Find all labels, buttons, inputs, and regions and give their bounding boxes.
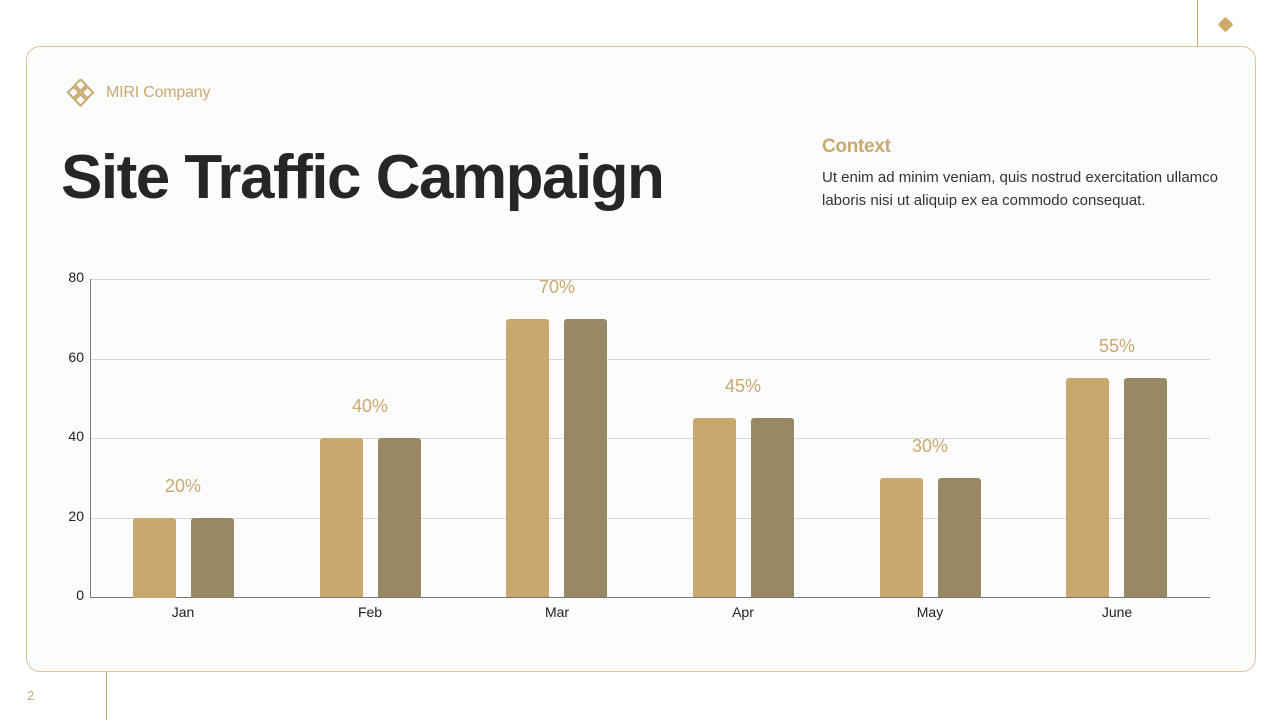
bar-mar-series-1[interactable] [506, 319, 549, 597]
bar-mar-series-2[interactable] [564, 319, 607, 597]
x-axis-line [90, 597, 1210, 598]
bottom-divider-line [106, 672, 107, 720]
data-value-label: 45% [724, 376, 762, 396]
data-value-label: 70% [538, 277, 576, 297]
gridline [90, 438, 1210, 439]
logo-icon [66, 79, 95, 107]
company-logo: MIRI Company [66, 79, 210, 107]
bar-apr-series-1[interactable] [693, 418, 736, 597]
y-axis-tick-label: 60 [68, 349, 84, 365]
context-body: Ut enim ad minim veniam, quis nostrud ex… [822, 169, 1218, 209]
bar-june-series-2[interactable] [1124, 378, 1167, 597]
y-axis-tick-label: 80 [68, 269, 84, 285]
bar-apr-series-2[interactable] [751, 418, 794, 597]
x-axis-label: Mar [544, 604, 570, 620]
page-title: Site Traffic Campaign [61, 143, 665, 212]
context-heading: Context [822, 136, 891, 157]
bar-june-series-1[interactable] [1066, 378, 1109, 597]
gridline [90, 279, 1210, 280]
data-value-label: 30% [911, 436, 949, 456]
bar-may-series-2[interactable] [938, 478, 981, 597]
gridline [90, 518, 1210, 519]
bar-feb-series-2[interactable] [378, 438, 421, 597]
y-axis-tick-label: 40 [68, 428, 84, 444]
bar-feb-series-1[interactable] [320, 438, 363, 597]
y-axis-tick-label: 0 [76, 587, 84, 603]
x-axis-label: Feb [357, 604, 383, 620]
data-value-label: 55% [1098, 336, 1136, 356]
diamond-icon [1217, 16, 1234, 33]
x-axis-label: Apr [732, 604, 754, 620]
y-axis-tick-label: 20 [68, 508, 84, 524]
bar-jan-series-1[interactable] [133, 518, 176, 598]
y-axis-line [90, 279, 91, 598]
page-number: 2 [27, 688, 35, 703]
x-axis-label: Jan [171, 604, 195, 620]
data-value-label: 40% [351, 396, 389, 416]
bar-may-series-1[interactable] [880, 478, 923, 597]
gridline [90, 359, 1210, 360]
data-value-label: 20% [164, 476, 202, 496]
x-axis-label: June [1101, 604, 1133, 620]
top-divider-line [1197, 0, 1198, 46]
company-name: MIRI Company [106, 84, 211, 101]
x-axis-label: May [916, 604, 944, 620]
bar-jan-series-2[interactable] [191, 518, 234, 598]
